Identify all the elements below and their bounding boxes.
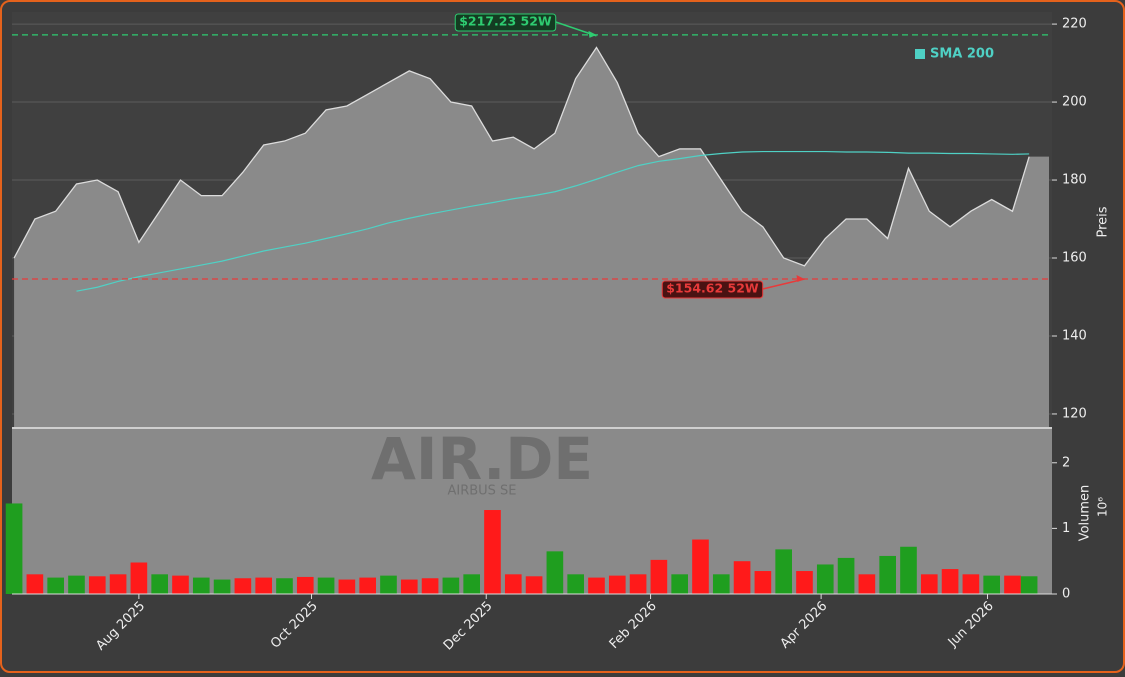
volume-bar	[213, 579, 231, 594]
volume-bar	[463, 574, 480, 594]
arrow-head	[588, 30, 597, 38]
y-tick-label: 0	[1062, 587, 1070, 602]
volume-bar	[192, 577, 210, 594]
y-tick-label: 160	[1062, 251, 1087, 266]
volume-bar	[962, 574, 980, 594]
volume-bar	[816, 564, 834, 594]
volume-bar	[296, 576, 314, 594]
volume-bar	[255, 577, 272, 594]
volume-bar	[650, 559, 668, 594]
volume-bar	[276, 578, 293, 594]
volume-bar	[504, 574, 522, 594]
volume-bar	[1004, 575, 1021, 594]
volume-bar	[775, 549, 792, 594]
volume-bar	[754, 571, 772, 594]
volume-bar	[983, 575, 1000, 594]
legend-swatch	[915, 49, 925, 59]
sma-line	[76, 150, 1030, 292]
y-tick-label: 140	[1062, 328, 1087, 343]
volume-bar	[546, 551, 564, 594]
volume-bar	[47, 577, 64, 594]
volume-bar	[5, 503, 23, 594]
volume-bar	[525, 576, 543, 594]
y-axis-label: Volumen	[1078, 485, 1093, 542]
annotation-label: $217.23 52W	[459, 14, 552, 29]
y-tick-label: 180	[1062, 173, 1087, 188]
volume-bar	[442, 577, 460, 594]
volume-bar	[26, 574, 44, 594]
y-tick-label: 1	[1062, 521, 1070, 536]
volume-bar	[380, 575, 397, 594]
price-line	[13, 46, 1030, 267]
volume-bar	[68, 575, 85, 594]
watermark: AIR.DE	[371, 425, 593, 493]
volume-bar	[234, 578, 252, 594]
volume-bar	[858, 574, 876, 594]
volume-bar	[712, 574, 730, 594]
volume-bar	[920, 574, 938, 594]
volume-bar	[359, 577, 376, 594]
volume-panel	[12, 428, 1052, 594]
volume-bar	[900, 546, 917, 594]
volume-bar	[338, 579, 356, 594]
volume-bar	[484, 510, 501, 594]
watermark-subtitle: AIRBUS SE	[447, 484, 516, 499]
y-tick-label: 2	[1062, 455, 1070, 470]
volume-bar	[692, 539, 709, 594]
volume-bar	[588, 577, 605, 594]
volume-bar	[941, 569, 959, 594]
volume-bar	[629, 574, 647, 594]
volume-bar	[317, 577, 335, 594]
legend-label: SMA 200	[930, 47, 994, 62]
volume-bar	[879, 555, 896, 594]
volume-bar	[151, 574, 168, 594]
volume-bar	[130, 562, 148, 594]
volume-bar	[733, 561, 751, 594]
volume-bar	[421, 578, 439, 594]
volume-bar	[400, 579, 418, 594]
y-tick-label: 120	[1062, 406, 1087, 421]
offset-label: 10⁶	[1096, 497, 1110, 517]
y-tick-label: 220	[1062, 17, 1087, 32]
volume-bar	[608, 575, 626, 594]
area-fill	[14, 47, 1050, 428]
arrow-head	[796, 274, 805, 282]
volume-bar	[1020, 576, 1038, 594]
y-axis-label: Preis	[1096, 206, 1111, 237]
volume-bar	[109, 574, 127, 594]
volume-bar	[88, 576, 106, 594]
volume-bar	[796, 571, 813, 594]
volume-bar	[172, 575, 189, 594]
volume-bar	[837, 557, 855, 594]
annotation-label: $154.62 52W	[666, 281, 759, 296]
annotation-box	[661, 280, 764, 299]
volume-bar	[567, 574, 584, 594]
volume-bar	[671, 574, 688, 594]
y-tick-label: 200	[1062, 95, 1087, 110]
